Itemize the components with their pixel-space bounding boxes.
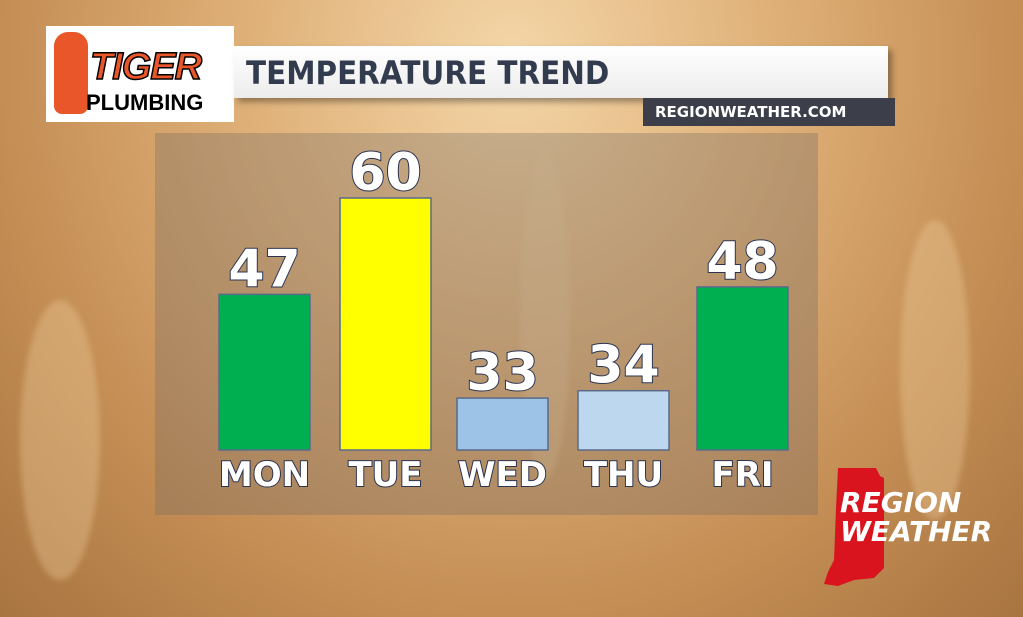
sponsor-name: TIGER [89, 45, 203, 89]
value-label: 48 [706, 232, 778, 292]
day-label: MON [219, 455, 310, 495]
bar-wed [456, 397, 549, 451]
website-label: REGIONWEATHER.COM [655, 103, 847, 121]
day-label: THU [584, 455, 663, 495]
wheat-background [900, 220, 970, 520]
brand-text: REGION WEATHER [840, 488, 992, 546]
bar-tue [339, 197, 432, 451]
value-label: 47 [228, 239, 300, 299]
sponsor-subname: PLUMBING [86, 90, 204, 115]
wheat-background [20, 300, 100, 580]
title-bar: TEMPERATURE TREND [234, 46, 888, 98]
bar-mon [218, 293, 311, 451]
sponsor-logo: TIGER PLUMBING [46, 26, 234, 122]
value-label: 60 [349, 143, 421, 203]
brand-line1: REGION [840, 486, 962, 519]
website-bar: REGIONWEATHER.COM [643, 98, 895, 126]
value-label: 34 [587, 336, 659, 396]
day-label: TUE [348, 455, 422, 495]
bar-thu [577, 389, 670, 451]
value-label: 33 [466, 343, 538, 403]
bar-fri [696, 286, 789, 451]
indiana-state-icon [824, 468, 884, 586]
brand-line2: WEATHER [840, 515, 993, 548]
day-label: WED [458, 455, 547, 495]
day-label: FRI [711, 455, 773, 495]
page-title: TEMPERATURE TREND [246, 54, 610, 92]
tiger-mascot-icon [54, 32, 88, 114]
region-weather-logo: REGION WEATHER [824, 468, 994, 586]
